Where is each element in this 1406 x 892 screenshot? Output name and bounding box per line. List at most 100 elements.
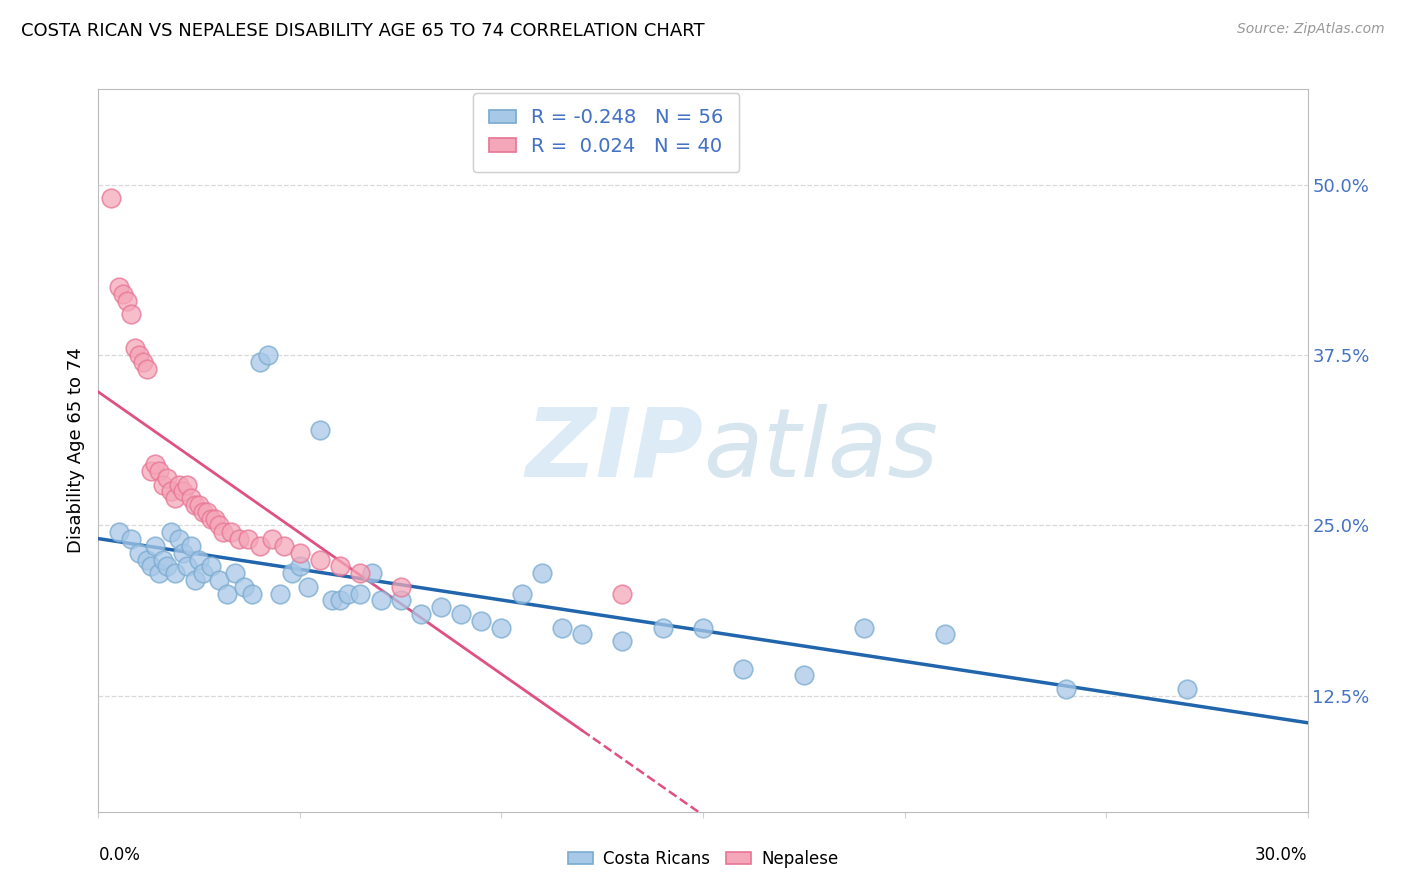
Point [288,546,311,560]
Point [217,586,239,600]
Point [853,621,876,635]
Point [793,668,815,682]
Point [160,484,183,499]
Point [409,607,432,621]
Point [163,566,186,581]
Point [430,600,453,615]
Point [309,423,332,437]
Point [224,566,246,581]
Point [236,532,259,546]
Point [156,471,179,485]
Point [143,539,166,553]
Point [571,627,593,641]
Point [176,559,198,574]
Point [124,341,146,355]
Point [491,621,513,635]
Point [180,491,202,505]
Point [297,580,319,594]
Point [139,559,162,574]
Point [156,559,179,574]
Point [132,355,155,369]
Point [188,552,211,566]
Point [163,491,186,505]
Point [107,525,129,540]
Legend: R = -0.248   N = 56, R =  0.024   N = 40: R = -0.248 N = 56, R = 0.024 N = 40 [474,93,740,171]
Point [240,586,263,600]
Point [143,457,166,471]
Point [389,593,412,607]
Point [120,307,142,321]
Point [200,559,222,574]
Point [128,348,150,362]
Point [172,484,194,499]
Point [135,552,157,566]
Point [100,191,122,205]
Point [692,621,714,635]
Point [510,586,533,600]
Point [148,566,170,581]
Text: COSTA RICAN VS NEPALESE DISABILITY AGE 65 TO 74 CORRELATION CHART: COSTA RICAN VS NEPALESE DISABILITY AGE 6… [21,22,704,40]
Point [128,546,150,560]
Point [115,293,138,308]
Point [249,539,271,553]
Point [651,621,673,635]
Point [551,621,574,635]
Point [193,505,215,519]
Point [349,586,371,600]
Point [193,566,215,581]
Legend: Costa Ricans, Nepalese: Costa Ricans, Nepalese [561,844,845,875]
Point [321,593,343,607]
Point [612,586,634,600]
Point [256,348,278,362]
Point [111,286,134,301]
Point [530,566,553,581]
Point [180,539,202,553]
Point [470,614,492,628]
Point [329,593,352,607]
Text: atlas: atlas [703,404,938,497]
Point [184,573,207,587]
Point [288,559,311,574]
Point [195,505,218,519]
Point [176,477,198,491]
Point [281,566,304,581]
Point [200,511,222,525]
Point [204,511,226,525]
Point [260,532,283,546]
Point [349,566,371,581]
Point [152,477,174,491]
Point [228,532,250,546]
Point [1054,681,1077,696]
Point [337,586,360,600]
Point [309,552,332,566]
Text: 30.0%: 30.0% [1256,846,1308,863]
Point [612,634,634,648]
Point [120,532,142,546]
Point [139,464,162,478]
Point [212,525,235,540]
Point [152,552,174,566]
Point [249,355,271,369]
Text: 0.0%: 0.0% [98,846,141,863]
Point [269,586,291,600]
Point [160,525,183,540]
Point [208,573,231,587]
Text: Source: ZipAtlas.com: Source: ZipAtlas.com [1237,22,1385,37]
Point [107,280,129,294]
Point [273,539,295,553]
Text: ZIP: ZIP [524,404,703,497]
Point [361,566,384,581]
Point [232,580,254,594]
Point [934,627,956,641]
Point [389,580,412,594]
Point [135,361,157,376]
Point [208,518,231,533]
Point [733,662,755,676]
Point [148,464,170,478]
Point [188,498,211,512]
Point [1175,681,1198,696]
Point [184,498,207,512]
Point [167,532,190,546]
Point [370,593,392,607]
Point [172,546,194,560]
